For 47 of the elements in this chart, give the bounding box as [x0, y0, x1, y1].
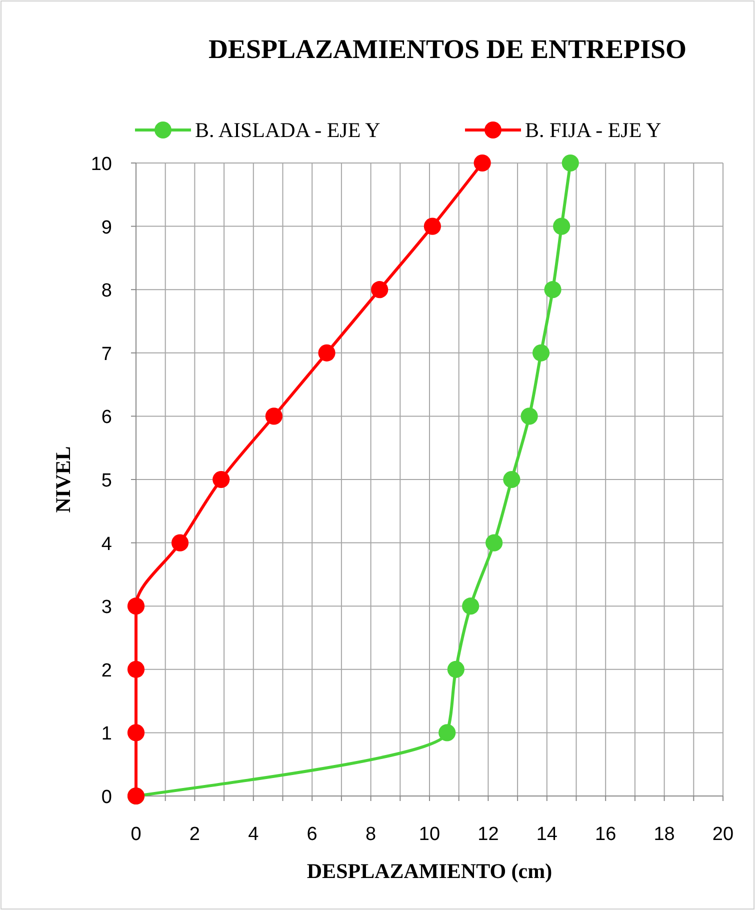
point: [127, 660, 145, 678]
y-tick-label: 3: [101, 597, 112, 618]
x-tick-label: 6: [306, 824, 318, 845]
x-tick-label: 2: [189, 824, 200, 845]
legend-label: B. AISLADA - EJE Y: [195, 118, 380, 142]
y-tick-label: 9: [101, 217, 112, 238]
x-tick-label: 12: [478, 824, 499, 845]
x-tick-label: 10: [418, 824, 440, 845]
point: [212, 470, 230, 488]
point: [520, 408, 538, 425]
point: [371, 281, 388, 298]
point: [553, 218, 570, 235]
point: [486, 534, 503, 552]
y-tick-label: 2: [101, 660, 112, 682]
point: [438, 724, 456, 742]
x-tick-label: 4: [248, 824, 260, 845]
point: [447, 660, 464, 678]
point: [544, 281, 562, 298]
x-tick-label: 14: [536, 824, 558, 845]
x-tick-label: 8: [366, 824, 376, 845]
y-axis-title: NIVEL: [51, 446, 75, 513]
y-tick-label: 0: [101, 787, 112, 808]
y-tick-label: 1: [101, 724, 112, 745]
point: [532, 344, 550, 362]
y-tick-label: 7: [101, 344, 112, 365]
point: [127, 598, 145, 615]
point: [503, 470, 520, 488]
y-tick-label: 4: [101, 534, 112, 555]
y-tick-label: 10: [90, 154, 112, 175]
point: [171, 534, 189, 552]
y-tick-label: 5: [101, 470, 112, 492]
point: [462, 598, 480, 615]
point: [424, 218, 441, 235]
point: [127, 724, 145, 742]
point: [318, 344, 336, 362]
point: [474, 154, 491, 172]
x-tick-label: 16: [595, 824, 616, 845]
legend-label: B. FIJA - EJE Y: [525, 118, 662, 142]
chart-title: DESPLAZAMIENTOS DE ENTREPISO: [208, 34, 687, 64]
y-tick-label: 8: [101, 280, 112, 302]
x-tick-label: 20: [712, 824, 734, 845]
x-tick-label: 0: [130, 824, 142, 845]
x-axis-title: DESPLAZAMIENTO (cm): [306, 859, 552, 883]
point: [265, 408, 282, 425]
point: [562, 154, 579, 172]
y-tick-label: 6: [101, 407, 112, 428]
x-tick-label: 18: [654, 824, 675, 845]
